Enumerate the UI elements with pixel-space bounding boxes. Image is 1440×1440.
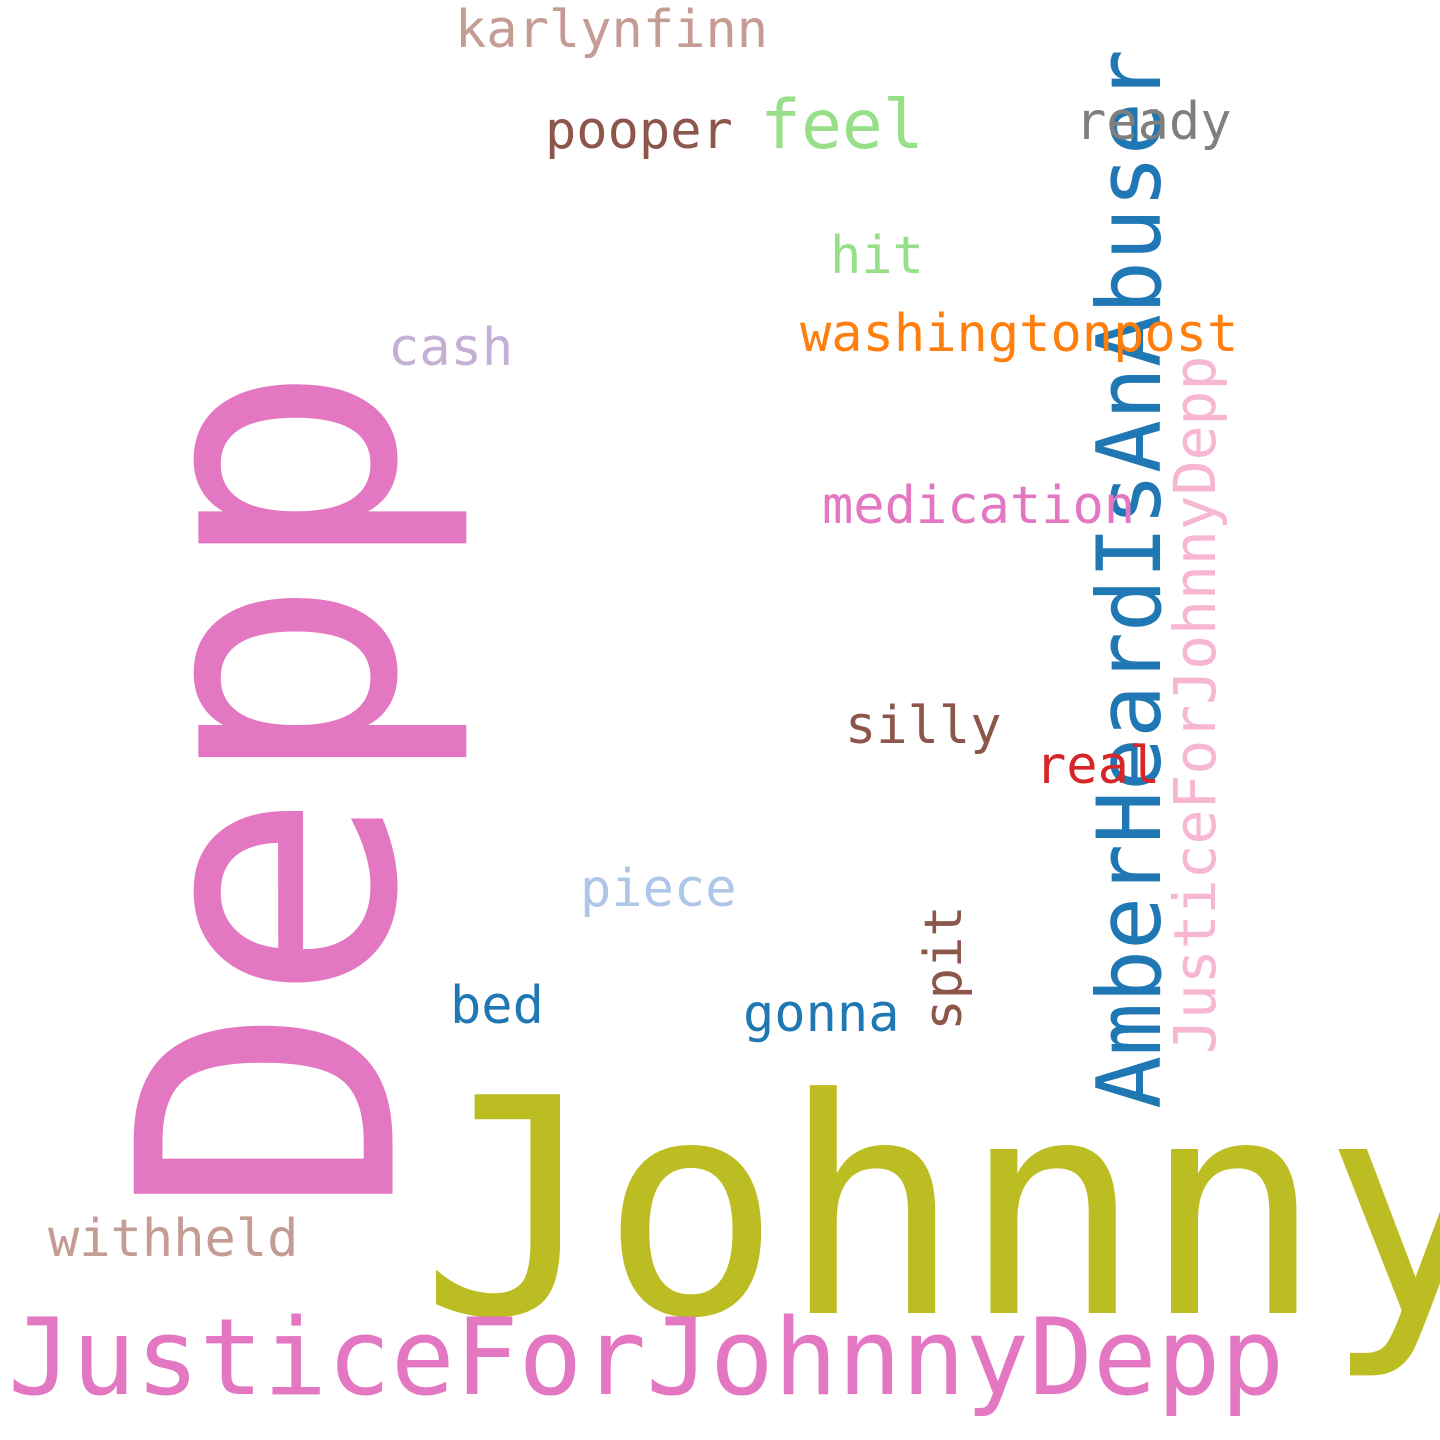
word-johnny: Johnny: [420, 1035, 1440, 1384]
word-withheld: withheld: [48, 1209, 299, 1269]
word-medication: medication: [822, 476, 1136, 536]
word-real: real: [1035, 736, 1161, 796]
word-justiceforjohnnydepp-large: JusticeForJohnnyDepp: [8, 1296, 1285, 1419]
word-karlynfinn: karlynfinn: [455, 0, 769, 60]
word-cash: cash: [388, 318, 514, 378]
word-feel: feel: [760, 86, 924, 165]
word-silly: silly: [845, 696, 1002, 756]
word-bed: bed: [450, 976, 544, 1036]
word-hit: hit: [830, 226, 924, 286]
word-depp: Depp: [62, 362, 477, 1218]
word-spit: spit: [914, 905, 974, 1031]
word-piece: piece: [580, 859, 737, 919]
word-washingtonpost: washingtonpost: [800, 304, 1239, 364]
word-pooper: pooper: [545, 101, 733, 161]
word-ready: ready: [1075, 92, 1232, 152]
word-justiceforjohnnydepp-vertical: JusticeForJohnnyDepp: [1161, 355, 1229, 1054]
word-gonna: gonna: [743, 984, 900, 1044]
